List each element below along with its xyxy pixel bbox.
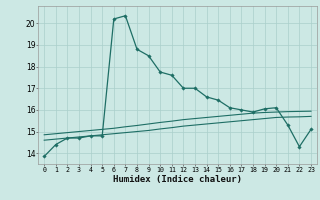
X-axis label: Humidex (Indice chaleur): Humidex (Indice chaleur) xyxy=(113,175,242,184)
